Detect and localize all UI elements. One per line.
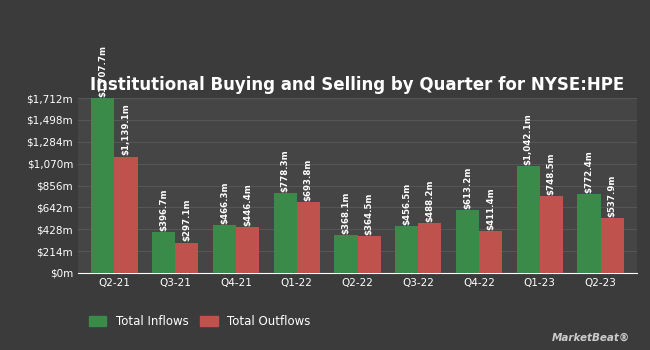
Text: $411.4m: $411.4m <box>486 187 495 230</box>
Text: $1,042.1m: $1,042.1m <box>524 113 533 165</box>
Legend: Total Inflows, Total Outflows: Total Inflows, Total Outflows <box>84 310 316 333</box>
Bar <box>456 210 479 273</box>
Bar <box>274 194 297 273</box>
Bar <box>577 194 601 273</box>
Bar <box>236 228 259 273</box>
Bar <box>540 196 563 273</box>
Bar <box>479 231 502 273</box>
Bar <box>334 235 358 273</box>
Text: $778.3m: $778.3m <box>281 149 290 192</box>
Bar <box>601 218 623 273</box>
Text: $693.8m: $693.8m <box>304 159 313 201</box>
Title: Institutional Buying and Selling by Quarter for NYSE:HPE: Institutional Buying and Selling by Quar… <box>90 76 625 94</box>
Bar <box>418 223 441 273</box>
Bar <box>176 243 198 273</box>
Text: $368.1m: $368.1m <box>341 192 350 234</box>
Bar <box>395 226 418 273</box>
Text: $446.4m: $446.4m <box>243 183 252 226</box>
Text: $297.1m: $297.1m <box>182 199 191 241</box>
Text: $488.2m: $488.2m <box>425 179 434 222</box>
Bar <box>152 232 176 273</box>
Bar <box>358 236 381 273</box>
Bar <box>297 202 320 273</box>
Bar <box>213 225 236 273</box>
Text: $537.9m: $537.9m <box>608 174 617 217</box>
Bar <box>114 156 138 273</box>
Text: $364.5m: $364.5m <box>365 192 374 234</box>
Bar <box>517 167 540 273</box>
Text: $613.2m: $613.2m <box>463 167 472 209</box>
Bar <box>92 98 114 273</box>
Text: MarketBeat®: MarketBeat® <box>552 333 630 343</box>
Text: $748.5m: $748.5m <box>547 153 556 195</box>
Text: $772.4m: $772.4m <box>584 150 593 193</box>
Text: $396.7m: $396.7m <box>159 189 168 231</box>
Text: $466.3m: $466.3m <box>220 182 229 224</box>
Text: $1,139.1m: $1,139.1m <box>122 104 131 155</box>
Text: $456.5m: $456.5m <box>402 183 411 225</box>
Text: $1,707.7m: $1,707.7m <box>98 45 107 97</box>
